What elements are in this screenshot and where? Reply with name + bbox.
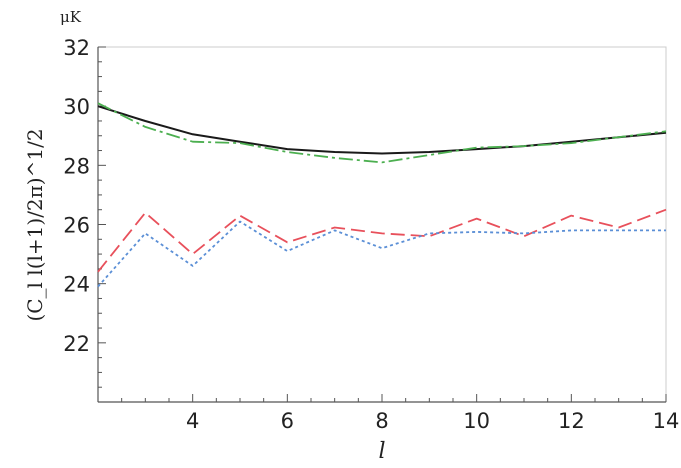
tick-marks: [97, 46, 667, 403]
y-tick-label: 24: [63, 273, 90, 297]
x-tick-label: 12: [558, 409, 585, 433]
y-tick-label: 26: [63, 214, 90, 238]
y-unit-label: μK: [60, 8, 82, 26]
y-axis-title: (C_l l(l+1)/2π)^1/2: [23, 128, 47, 321]
series-line-2: [97, 102, 667, 164]
x-tick-label: 14: [653, 409, 680, 433]
y-tick-label: 22: [63, 332, 90, 356]
y-tick-label: 30: [63, 95, 90, 119]
series-line-4: [97, 220, 666, 288]
y-tick-label: 28: [63, 154, 90, 178]
series-line-1: [97, 105, 667, 155]
axes: [97, 47, 666, 403]
x-tick-label: 4: [186, 409, 199, 433]
x-axis-title: l: [378, 439, 385, 464]
plot-frame: [97, 46, 667, 403]
y-tick-label: 32: [63, 36, 90, 60]
series-line-3: [97, 208, 667, 273]
tick-labels: 4 6 8 10 12 14 22 24 26 28 30 32: [63, 36, 679, 433]
x-tick-label: 6: [281, 409, 294, 433]
series-lines: [97, 102, 667, 288]
x-tick-label: 8: [375, 409, 388, 433]
x-tick-label: 10: [463, 409, 490, 433]
